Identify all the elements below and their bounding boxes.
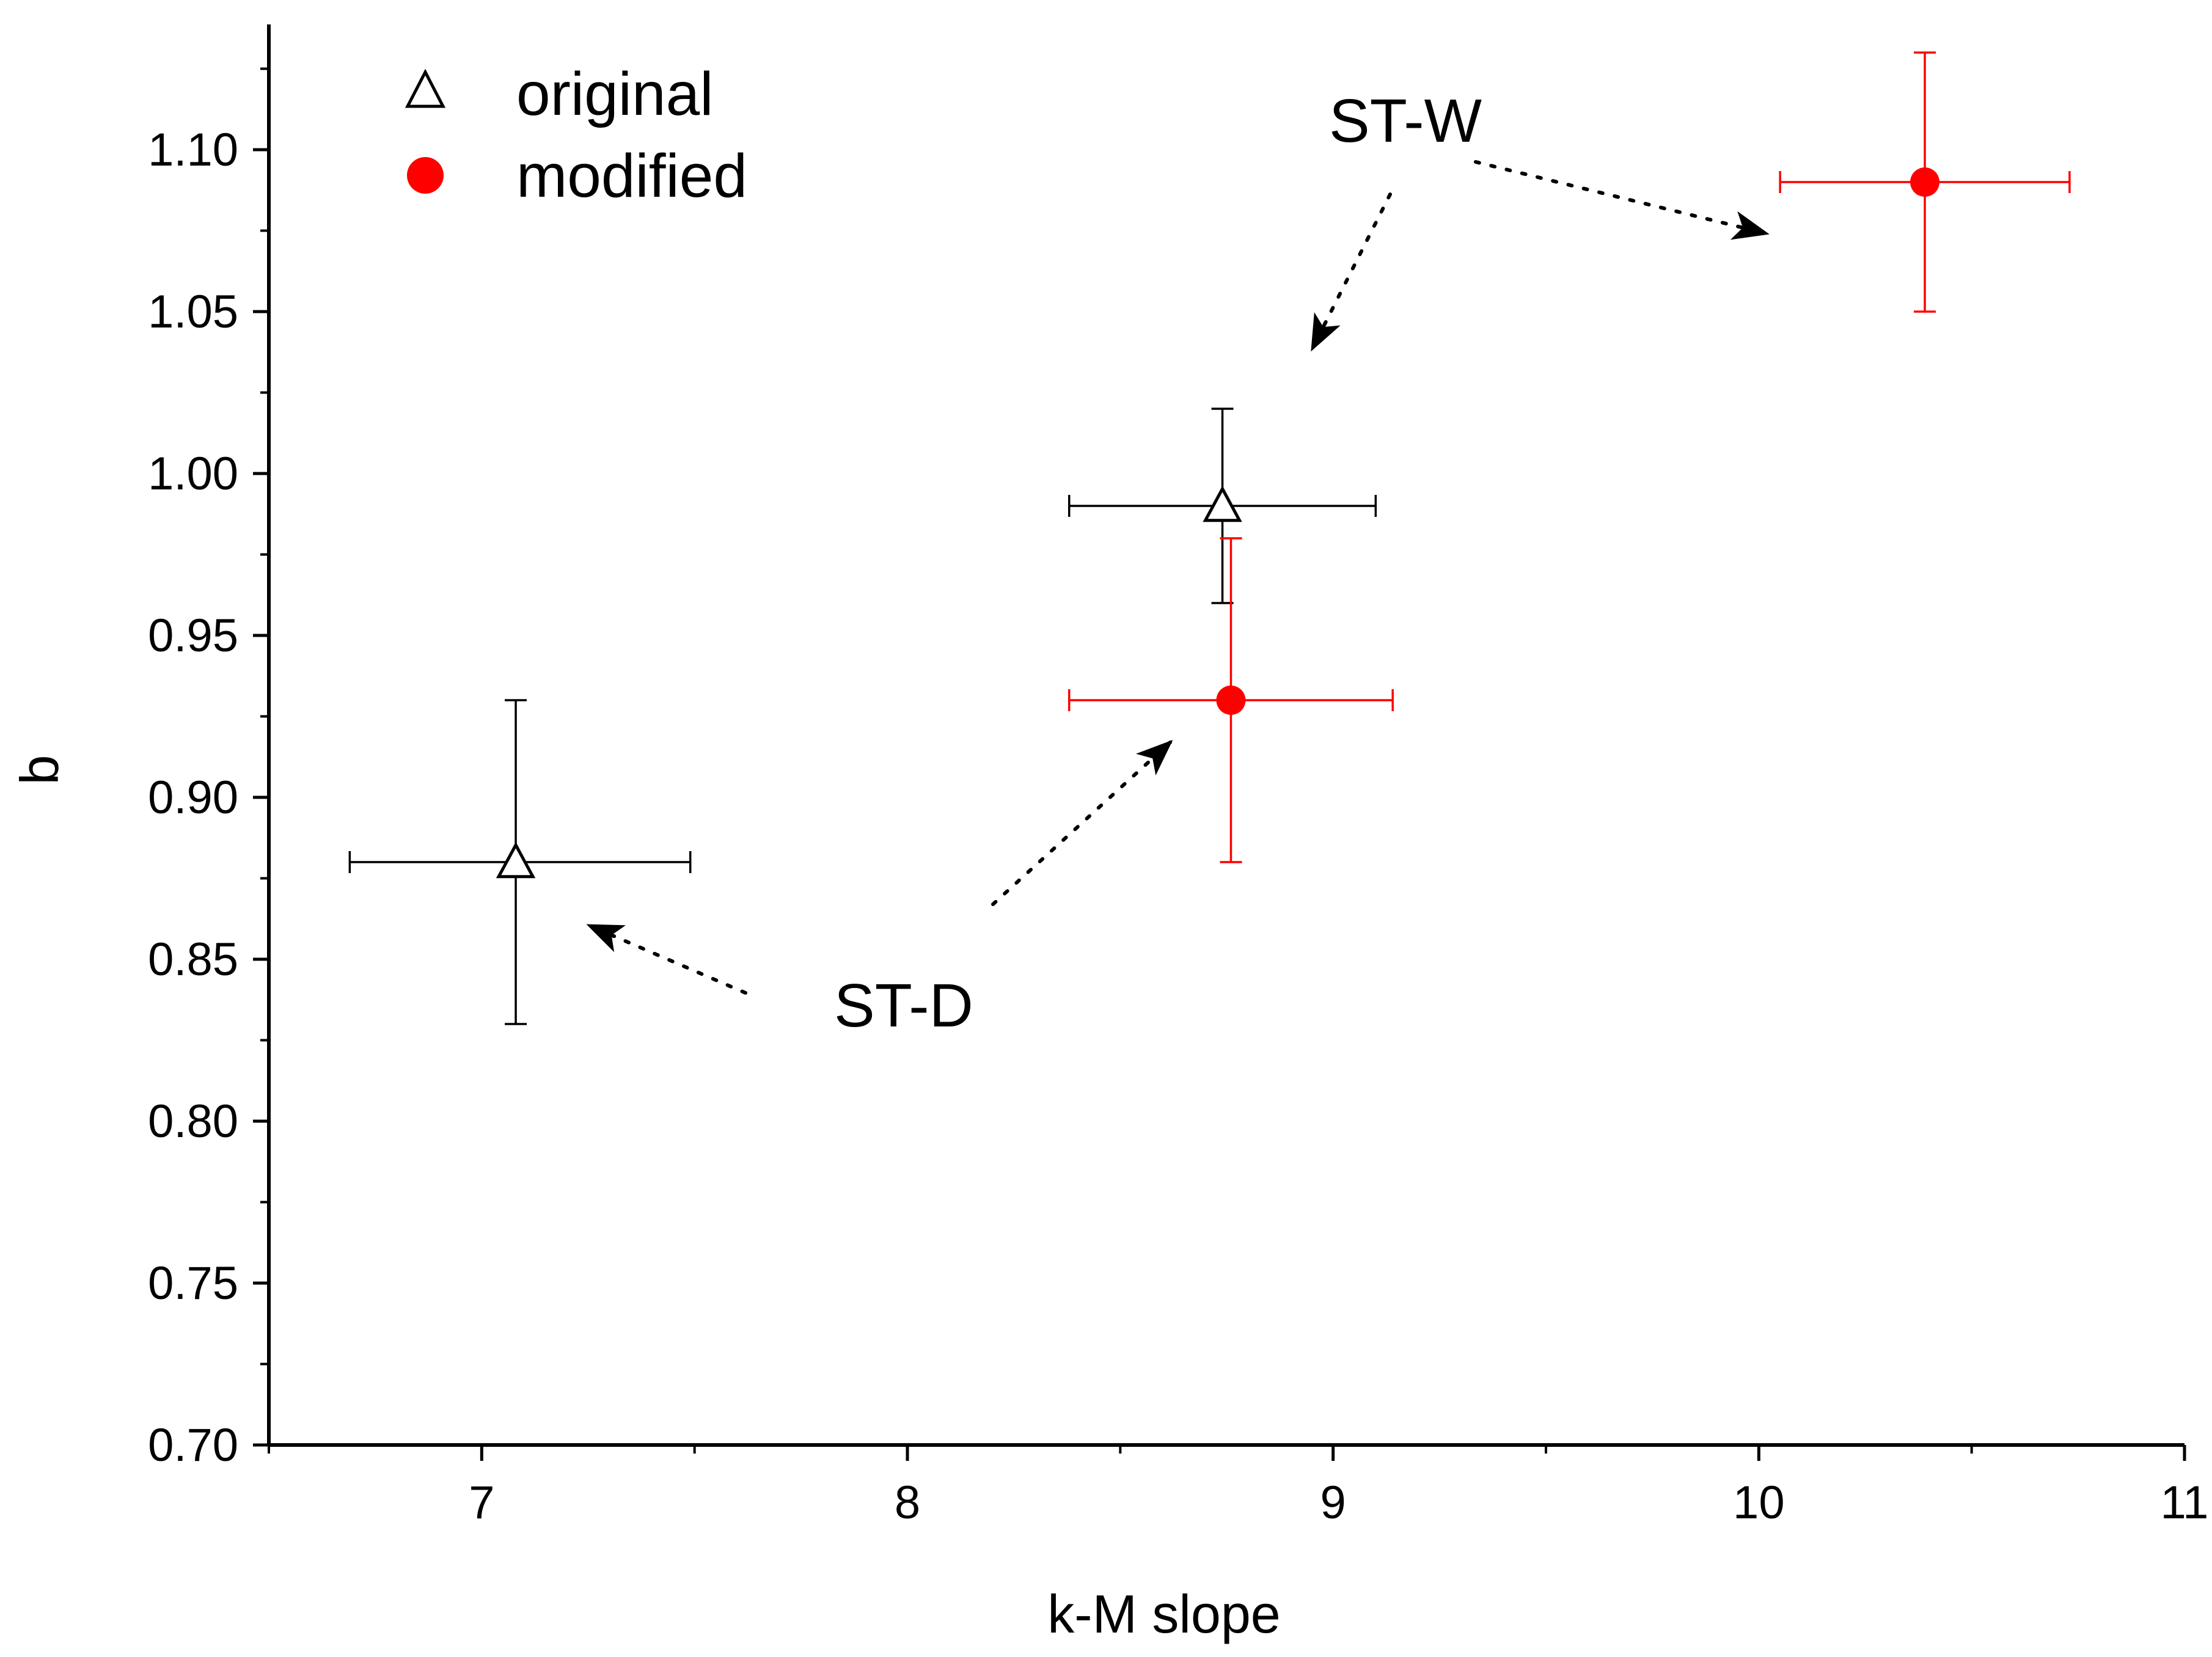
arrow-st-w-to-modified (1474, 160, 1770, 240)
x-tick-label: 8 (895, 1477, 920, 1529)
x-tick-label: 7 (469, 1477, 494, 1529)
modified-point-2 (1779, 51, 2071, 313)
legend-circle-icon (407, 157, 444, 194)
data-points (348, 51, 2071, 1025)
y-tick-label: 0.75 (148, 1257, 238, 1309)
y-tick-label: 0.85 (148, 934, 238, 986)
annotation-st-w: ST-W (1329, 87, 1482, 155)
y-tick-label: 1.00 (148, 448, 238, 500)
legend-label-modified: modified (516, 142, 747, 210)
annotation-st-d: ST-D (834, 971, 973, 1040)
arrow-st-w-to-original (1311, 192, 1392, 352)
y-tick-label: 0.70 (148, 1419, 238, 1471)
axes: 0.70 0.75 0.80 0.85 0.90 0.95 1.00 1.05 1.10 7 8 9 1… (148, 24, 2208, 1529)
legend-triangle-icon (405, 68, 446, 108)
modified-point-1 (1068, 537, 1394, 863)
triangle-marker (496, 841, 536, 879)
y-tick-label: 1.10 (148, 124, 238, 176)
legend-label-original: original (516, 60, 713, 128)
circle-marker (1910, 167, 1940, 197)
x-tick-label: 9 (1320, 1477, 1346, 1529)
arrow-st-d-to-modified (991, 739, 1173, 906)
arrow-st-d-to-original (586, 924, 747, 995)
annotations: ST-W ST-D (586, 87, 1770, 1040)
y-tick-label: 0.95 (148, 610, 238, 662)
x-axis-label: k-M slope (1047, 1584, 1280, 1644)
legend: original modified (405, 60, 747, 210)
x-tick-label: 10 (1733, 1477, 1785, 1529)
y-axis-label: b (9, 755, 70, 785)
circle-marker (1216, 686, 1246, 715)
x-tick-label: 11 (2161, 1477, 2209, 1529)
triangle-marker (1203, 485, 1242, 522)
y-tick-label: 0.90 (148, 772, 238, 824)
y-tick-label: 0.80 (148, 1096, 238, 1147)
original-point-2 (1068, 408, 1377, 604)
original-point-1 (348, 699, 692, 1025)
y-tick-label: 1.05 (148, 286, 238, 338)
